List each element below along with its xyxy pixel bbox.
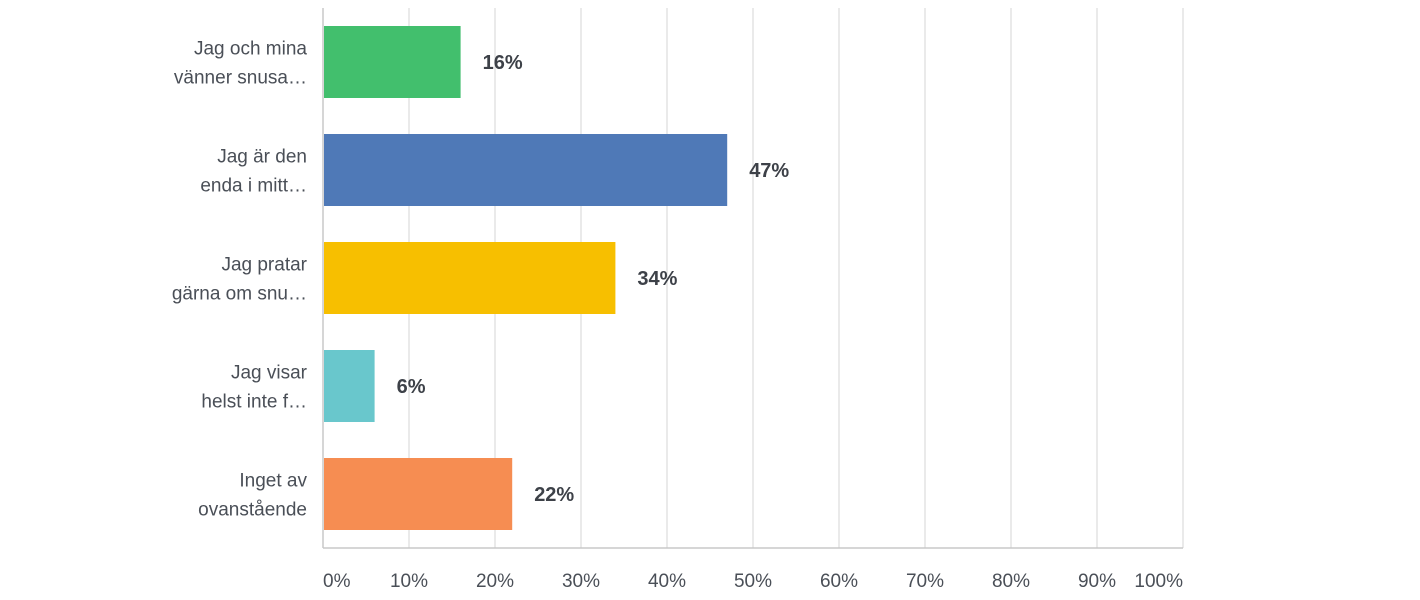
category-label: helst inte f… [201,392,307,413]
x-tick-label: 10% [390,571,428,592]
bar [324,26,461,98]
x-tick-label: 20% [476,571,514,592]
category-label: enda i mitt… [200,176,307,197]
category-label: gärna om snu… [172,284,307,305]
grid-lines [408,8,1184,548]
category-label: Jag pratar [221,255,307,276]
category-label: Jag och mina [194,39,307,60]
x-tick-label: 50% [734,571,772,592]
bars [324,26,728,530]
bar [324,458,513,530]
category-label: vänner snusa… [174,68,307,89]
value-label: 47% [749,160,789,182]
labels: 0% 10% 20% 30% 40% 50% 60% 70% 80% 90% 100% 16% Jag … [172,39,1183,593]
category-label: Jag visar [231,363,308,384]
axes [322,8,1183,549]
x-tick-label: 70% [906,571,944,592]
bar [324,134,728,206]
value-label: 6% [397,376,426,398]
x-tick-label: 80% [992,571,1030,592]
x-tick-label: 90% [1078,571,1116,592]
x-tick-label: 60% [820,571,858,592]
bar [324,242,616,314]
category-label: ovanstående [198,500,307,521]
value-label: 22% [534,484,574,506]
bar [324,350,375,422]
x-tick-label: 30% [562,571,600,592]
value-label: 16% [483,52,523,74]
x-tick-label: 40% [648,571,686,592]
x-tick-label: 0% [323,571,351,592]
category-label: Inget av [239,471,307,492]
x-tick-label: 100% [1134,571,1183,592]
category-label: Jag är den [217,147,307,168]
value-label: 34% [637,268,677,290]
